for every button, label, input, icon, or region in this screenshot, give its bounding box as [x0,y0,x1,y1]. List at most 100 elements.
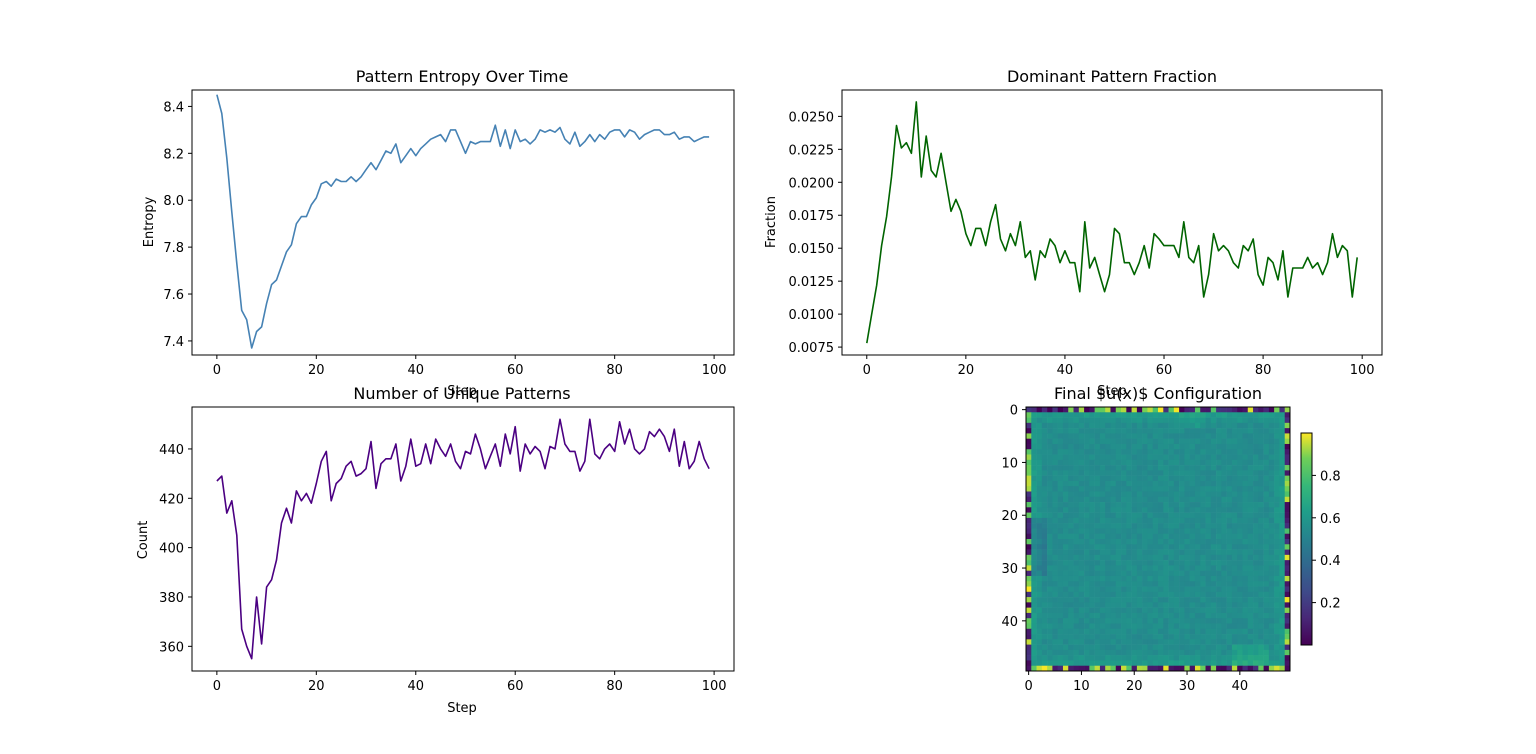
heatmap-cell [1194,512,1201,519]
heatmap-cell [1089,475,1095,482]
heatmap-cell [1084,618,1090,624]
heatmap-cell [1216,639,1222,645]
heatmap-cell [1163,449,1169,455]
heatmap-cell [1205,428,1212,434]
heatmap-cell [1158,575,1164,582]
heatmap-cell [1194,602,1201,608]
heatmap-cell [1210,407,1217,413]
heatmap-cell [1047,491,1053,498]
fraction-xtick-label: 60 [1156,363,1173,378]
heatmap-cell [1163,612,1169,619]
heatmap-cell [1168,443,1175,450]
heatmap-cell [1205,422,1212,429]
heatmap-cell [1284,591,1291,598]
heatmap-cell [1062,491,1069,498]
heatmap-cell [1184,507,1190,513]
heatmap-cell [1253,496,1259,503]
heatmap-cell [1258,581,1264,587]
heatmap-cell [1274,459,1280,466]
heatmap-cell [1253,665,1259,672]
heatmap-cell [1194,491,1201,498]
heatmap-cell [1263,528,1270,535]
heatmap-cell [1036,438,1043,445]
heatmap-cell [1047,528,1053,535]
heatmap-cell [1026,644,1032,651]
heatmap-cell [1105,655,1111,661]
heatmap-cell [1284,575,1291,582]
heatmap-cell [1073,586,1080,593]
heatmap-cell [1152,443,1159,450]
heatmap-cell [1031,407,1037,413]
heatmap-cell [1253,428,1259,434]
heatmap-cell [1121,486,1127,492]
heatmap-cell [1152,465,1159,471]
heatmap-cell [1094,528,1101,535]
heatmap-cell [1189,507,1196,513]
heatmap-cell [1242,496,1249,503]
heatmap-cell [1205,438,1212,445]
heatmap-cell [1105,623,1111,630]
heatmap-cell [1253,533,1259,540]
heatmap-cell [1194,570,1201,577]
heatmap-cell [1152,570,1159,577]
heatmap-cell [1105,449,1111,455]
heatmap-cell [1173,528,1180,535]
heatmap-cell [1094,618,1101,624]
heatmap-cell [1041,523,1048,529]
heatmap-cell [1126,502,1132,508]
heatmap-cell [1258,655,1264,661]
heatmap-cell [1084,475,1090,482]
heatmap-cell [1274,507,1280,513]
heatmap-cell [1089,665,1095,672]
heatmap-cell [1226,539,1233,545]
heatmap-cell [1073,417,1080,424]
heatmap-cell [1041,607,1048,614]
heatmap-cell [1094,649,1101,656]
heatmap-cell [1221,639,1227,645]
heatmap-cell [1237,544,1243,550]
heatmap-cell [1268,544,1275,550]
heatmap-cell [1068,470,1074,476]
heatmap-cell [1078,523,1085,529]
heatmap-cell [1200,655,1206,661]
heatmap-cell [1258,639,1264,645]
heatmap-cell [1115,422,1122,429]
heatmap-cell [1052,549,1058,556]
heatmap-cell [1205,597,1212,603]
heatmap-cell [1047,586,1053,593]
heatmap-cell [1068,575,1074,582]
heatmap-cell [1210,528,1217,535]
heatmap-cell [1115,428,1122,434]
heatmap-cell [1179,660,1185,667]
heatmap-cell [1216,623,1222,630]
heatmap-cell [1247,502,1254,508]
heatmap-cell [1047,454,1053,461]
heatmap-cell [1078,665,1085,672]
heatmap-cell [1179,634,1185,640]
heatmap-cell [1200,528,1206,535]
heatmap-cell [1231,422,1238,429]
heatmap-cell [1142,412,1148,418]
count-xtick-label: 60 [507,679,524,694]
heatmap-cell [1247,517,1254,524]
heatmap-cell [1231,612,1238,619]
heatmap-cell [1231,454,1238,461]
heatmap-cell [1263,581,1270,587]
heatmap-cell [1268,575,1275,582]
heatmap-cell [1057,502,1064,508]
heatmap-cell [1084,570,1090,577]
heatmap-cell [1052,660,1058,667]
heatmap-cell [1168,660,1175,667]
heatmap-cell [1068,618,1074,624]
heatmap-cell [1026,502,1032,508]
heatmap-cell [1115,628,1122,635]
heatmap-cell [1089,465,1095,471]
heatmap-cell [1173,454,1180,461]
heatmap-cell [1068,496,1074,503]
heatmap-cell [1062,554,1069,561]
heatmap-cell [1084,443,1090,450]
heatmap-cell [1216,433,1222,439]
heatmap-cell [1115,454,1122,461]
heatmap-cell [1147,560,1154,566]
heatmap-cell [1242,560,1249,566]
